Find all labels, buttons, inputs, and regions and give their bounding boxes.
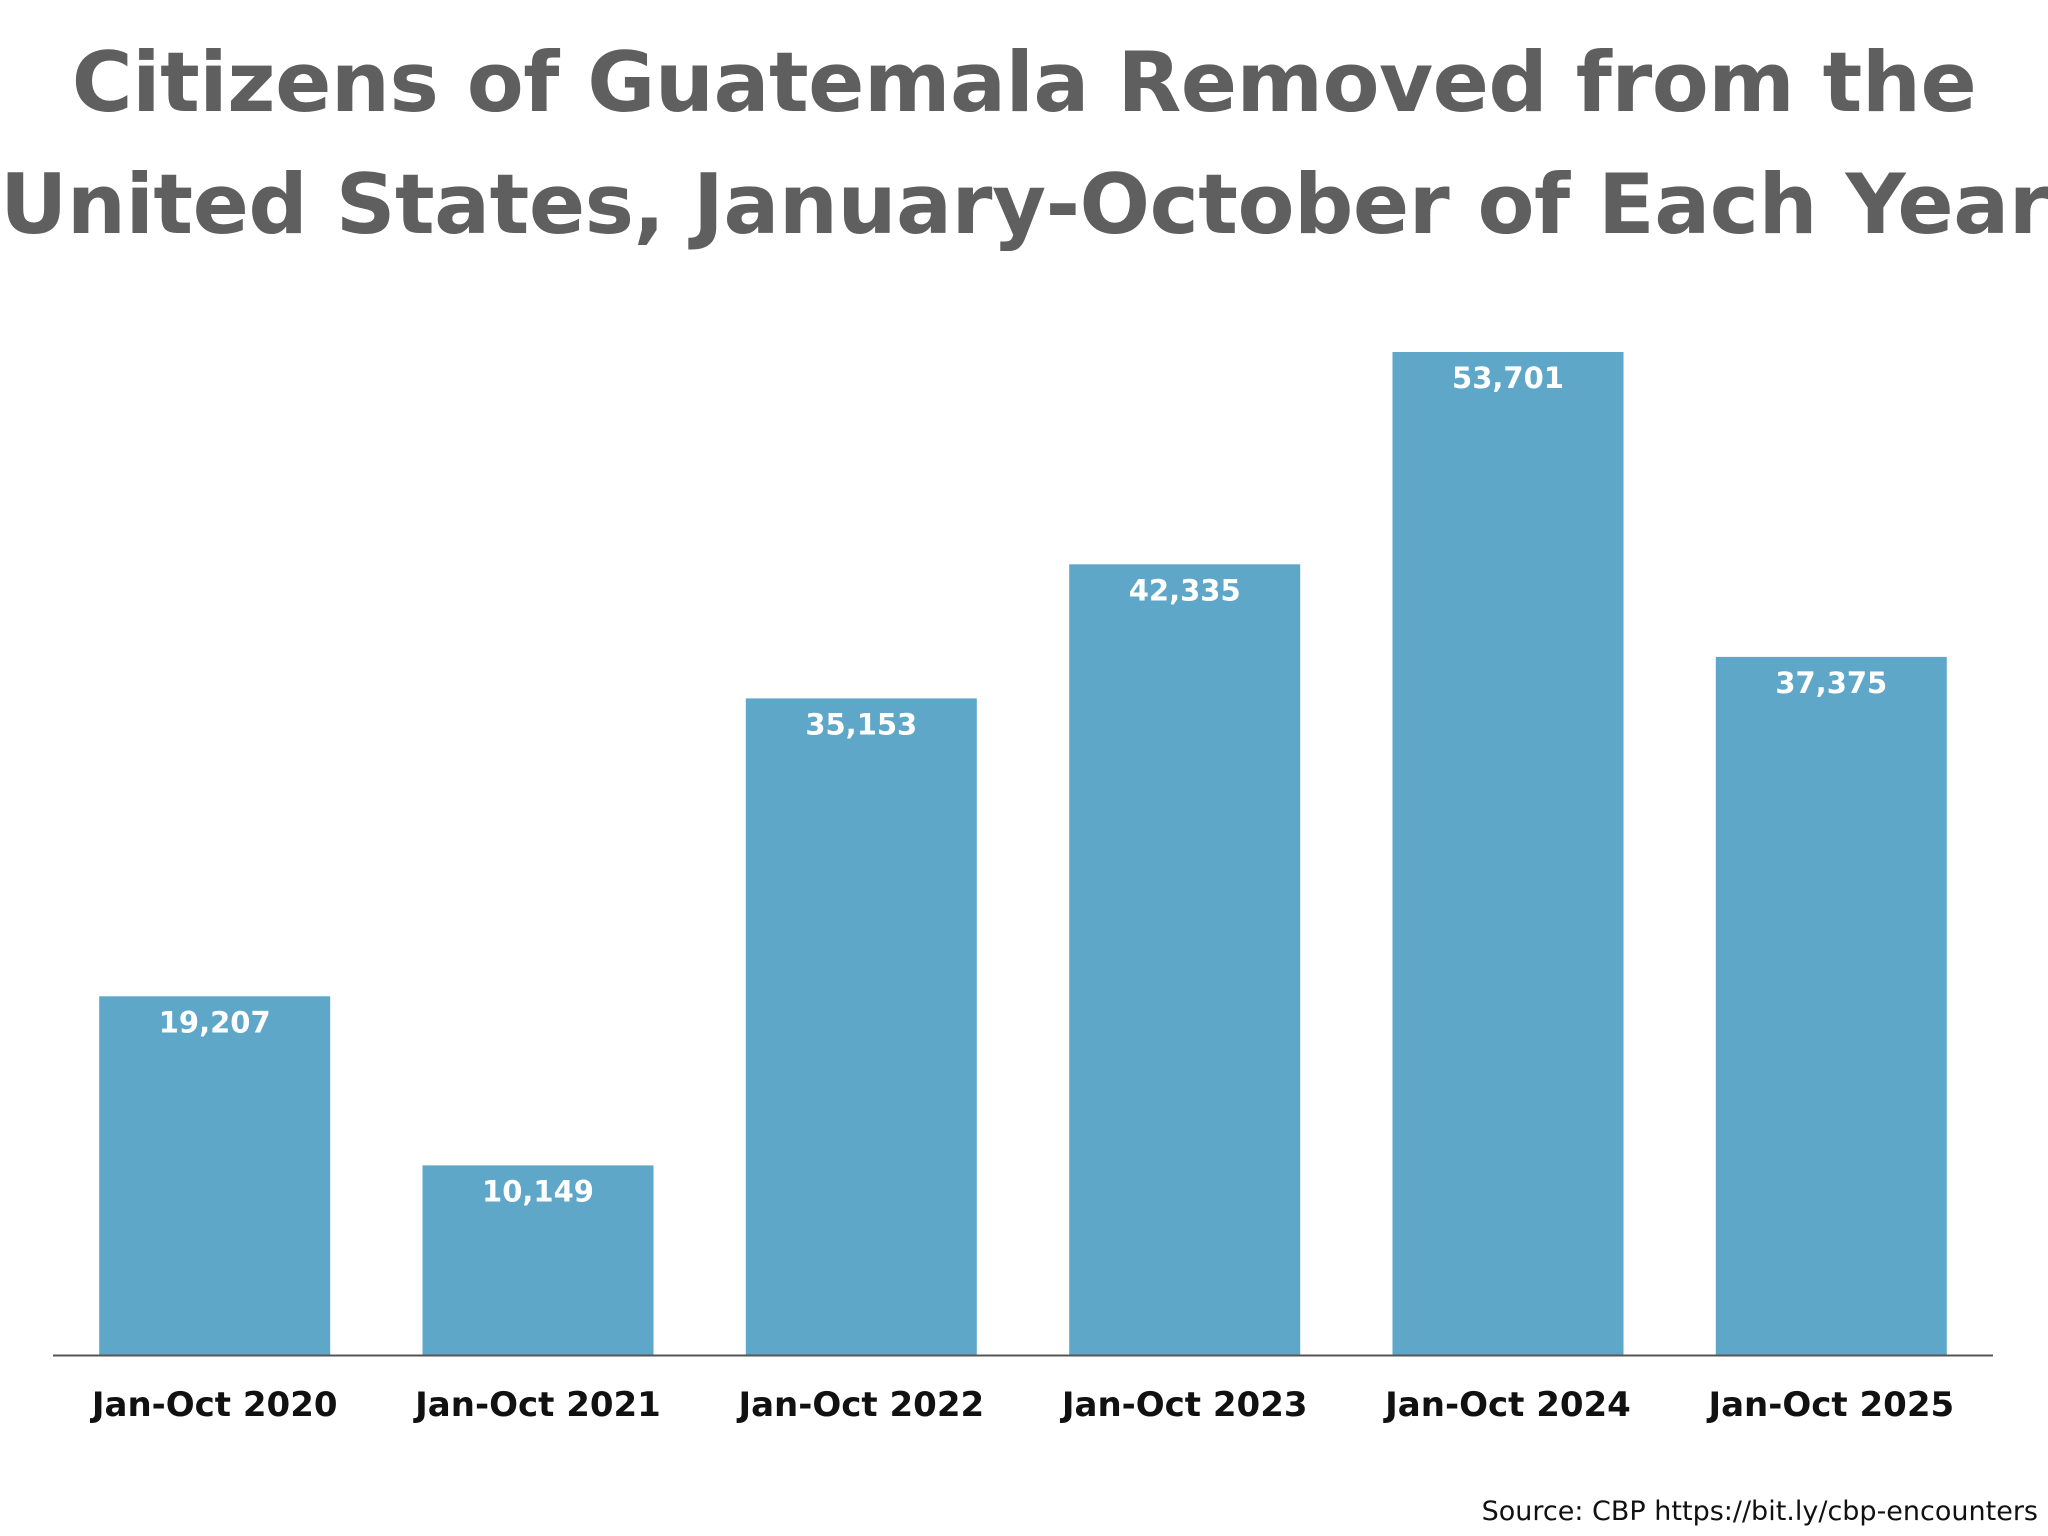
bar-value-label-5: 53,701 <box>1452 361 1564 395</box>
x-tick-labels: Jan-Oct 2020 Jan-Oct 2021 Jan-Oct 2022 Jan-… <box>90 1385 1954 1425</box>
bar-2 <box>422 1165 654 1355</box>
bar-value-label-4: 42,335 <box>1129 573 1241 607</box>
x-tick-label-3: Jan-Oct 2022 <box>736 1385 984 1425</box>
bars-layer: 19,207 10,149 35,153 42,335 53,701 37,375 <box>99 352 1947 1355</box>
x-tick-label-2: Jan-Oct 2021 <box>413 1385 661 1425</box>
bar-1 <box>99 996 331 1355</box>
bar-value-label-6: 37,375 <box>1775 666 1887 700</box>
bar-3 <box>745 698 977 1355</box>
x-tick-label-1: Jan-Oct 2020 <box>90 1385 338 1425</box>
bar-5 <box>1392 352 1624 1355</box>
x-tick-label-4: Jan-Oct 2023 <box>1060 1385 1308 1425</box>
bar-4 <box>1069 564 1301 1355</box>
chart-title-line-2: United States, January-October of Each Y… <box>0 156 2048 253</box>
bar-value-label-1: 19,207 <box>159 1005 271 1039</box>
bar-value-label-2: 10,149 <box>482 1174 594 1208</box>
source-note: Source: CBP https://bit.ly/cbp-encounter… <box>1481 1496 2038 1527</box>
chart-title: Citizens of Guatemala Removed from the U… <box>0 22 2048 266</box>
chart-title-line-1: Citizens of Guatemala Removed from the <box>71 34 1977 131</box>
x-tick-label-5: Jan-Oct 2024 <box>1383 1385 1631 1425</box>
bar-6 <box>1715 656 1947 1355</box>
x-tick-label-6: Jan-Oct 2025 <box>1706 1385 1954 1425</box>
bar-value-label-3: 35,153 <box>805 707 917 741</box>
